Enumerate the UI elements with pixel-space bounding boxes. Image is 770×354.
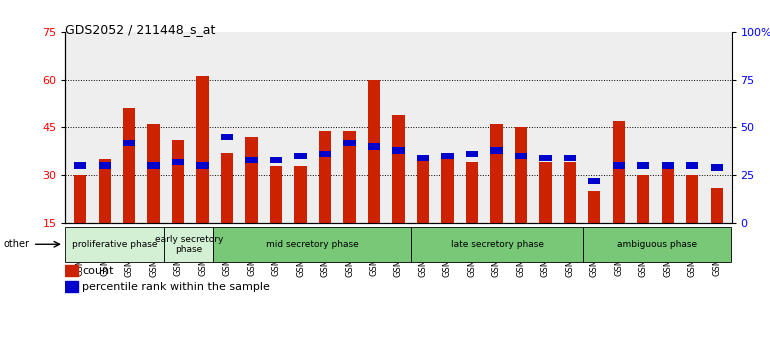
Bar	[588, 191, 601, 223]
Bar	[343, 131, 356, 223]
Bar	[172, 140, 184, 223]
Bar	[686, 162, 698, 169]
Bar	[638, 175, 649, 223]
Bar	[172, 159, 184, 165]
Bar	[99, 162, 111, 169]
Bar	[65, 227, 164, 262]
Bar	[99, 159, 111, 223]
Bar	[294, 166, 306, 223]
Bar	[148, 124, 159, 223]
Text: count: count	[82, 266, 114, 276]
Bar	[661, 162, 674, 223]
Bar	[164, 227, 213, 262]
Bar	[441, 153, 454, 159]
Bar	[466, 162, 478, 223]
Bar	[246, 137, 258, 223]
Bar	[74, 162, 86, 169]
Bar	[343, 139, 356, 146]
Text: ambiguous phase: ambiguous phase	[618, 240, 698, 249]
Bar	[393, 147, 404, 154]
Bar	[441, 156, 454, 223]
Text: proliferative phase: proliferative phase	[72, 240, 158, 249]
Bar	[564, 155, 576, 161]
Text: GDS2052 / 211448_s_at: GDS2052 / 211448_s_at	[65, 23, 216, 36]
Bar	[393, 115, 404, 223]
Bar	[74, 175, 86, 223]
Bar	[368, 143, 380, 150]
Bar	[196, 162, 209, 169]
Bar	[466, 151, 478, 158]
Text: percentile rank within the sample: percentile rank within the sample	[82, 282, 270, 292]
Bar	[638, 162, 649, 169]
Bar	[319, 151, 331, 158]
Bar	[417, 156, 429, 223]
Bar	[711, 188, 723, 223]
Bar	[319, 131, 331, 223]
Bar	[539, 155, 551, 161]
Bar	[65, 281, 78, 292]
Bar	[270, 157, 282, 163]
Text: mid secretory phase: mid secretory phase	[266, 240, 359, 249]
Bar	[196, 76, 209, 223]
Bar	[613, 162, 625, 169]
Bar	[411, 227, 584, 262]
Bar	[123, 139, 136, 146]
Bar	[515, 127, 527, 223]
Text: other: other	[4, 239, 30, 249]
Bar	[539, 162, 551, 223]
Bar	[613, 121, 625, 223]
Bar	[588, 178, 601, 184]
Bar	[65, 265, 78, 276]
Bar	[221, 134, 233, 140]
Bar	[490, 147, 503, 154]
Bar	[221, 153, 233, 223]
Bar	[148, 162, 159, 169]
Bar	[584, 227, 731, 262]
Bar	[270, 166, 282, 223]
Bar	[711, 164, 723, 171]
Text: early secretory
phase: early secretory phase	[155, 235, 223, 254]
Bar	[417, 155, 429, 161]
Bar	[686, 175, 698, 223]
Bar	[123, 108, 136, 223]
Bar	[246, 157, 258, 163]
Bar	[294, 153, 306, 159]
Bar	[368, 80, 380, 223]
Bar	[661, 162, 674, 169]
Text: late secretory phase: late secretory phase	[450, 240, 544, 249]
Bar	[564, 162, 576, 223]
Bar	[213, 227, 411, 262]
Bar	[515, 153, 527, 159]
Bar	[490, 124, 503, 223]
